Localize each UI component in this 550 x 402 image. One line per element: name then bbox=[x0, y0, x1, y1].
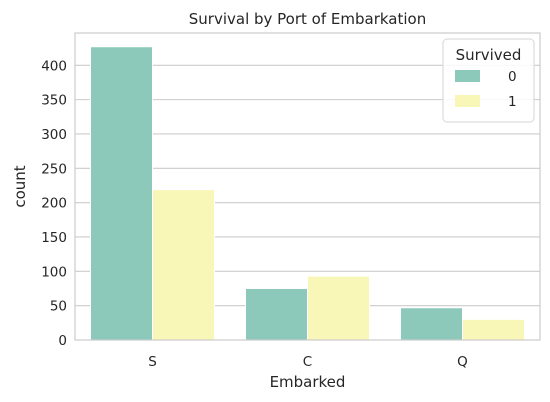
bars bbox=[90, 46, 525, 341]
plot-frame bbox=[74, 32, 541, 341]
bar-S-series-1 bbox=[152, 189, 215, 341]
x-axis-label: Embarked bbox=[270, 373, 346, 391]
x-tick-label: Q bbox=[457, 354, 468, 370]
x-tick-label: C bbox=[303, 354, 312, 370]
y-tick-label: 0 bbox=[58, 333, 67, 349]
y-tick-label: 350 bbox=[41, 93, 67, 109]
x-tick-label: S bbox=[148, 354, 157, 370]
y-tick-label: 150 bbox=[41, 230, 67, 246]
bar-Q-series-0 bbox=[400, 307, 463, 341]
y-tick-labels: 0 50 100 150 200 250 300 350 400 bbox=[41, 58, 67, 349]
legend-swatch bbox=[455, 95, 480, 107]
y-axis-label: count bbox=[11, 165, 29, 207]
legend-label: 1 bbox=[508, 94, 517, 110]
y-tick-label: 100 bbox=[41, 264, 67, 280]
bar-C-series-0 bbox=[245, 287, 308, 341]
legend-title: Survived bbox=[456, 46, 522, 64]
legend-label: 0 bbox=[508, 69, 517, 85]
bar-S-series-0 bbox=[90, 46, 153, 341]
y-tick-label: 200 bbox=[41, 196, 67, 212]
chart-title: Survival by Port of Embarkation bbox=[189, 10, 426, 28]
y-tick-label: 250 bbox=[41, 161, 67, 177]
y-tick-label: 300 bbox=[41, 127, 67, 143]
bar-Q-series-1 bbox=[462, 318, 525, 341]
legend-swatch bbox=[455, 70, 480, 82]
y-tick-label: 50 bbox=[50, 299, 67, 315]
bar-C-series-1 bbox=[307, 275, 370, 341]
y-tick-label: 400 bbox=[41, 58, 67, 74]
legend: Survived 0 1 bbox=[442, 38, 535, 123]
